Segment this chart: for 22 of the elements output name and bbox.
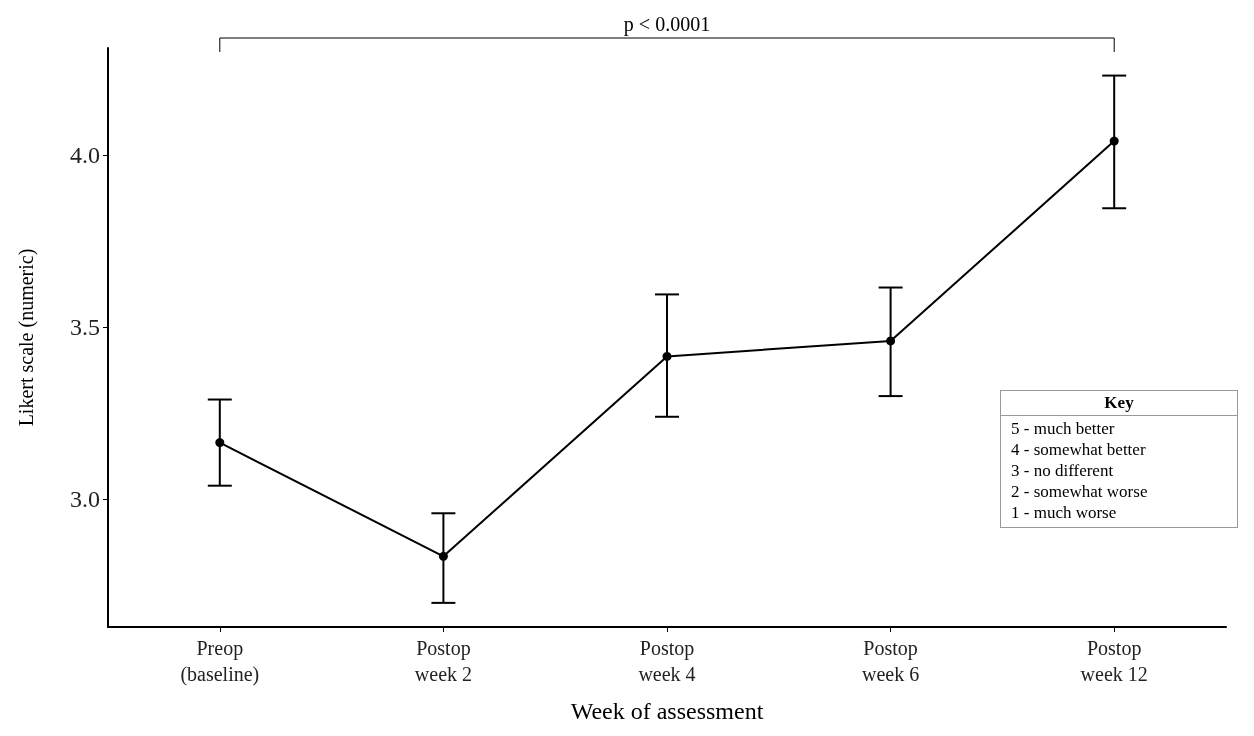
- y-tick-label: 4.0: [70, 141, 100, 168]
- annotation: 5 - much better: [1011, 418, 1116, 439]
- point: [1109, 136, 1119, 146]
- x-tick-label: Postop week 4: [638, 637, 696, 685]
- y-axis-title: Likert scale (numeric): [15, 248, 38, 427]
- x-tick-label: Postop week 2: [414, 637, 472, 685]
- y-tick-label: 3.5: [70, 314, 100, 341]
- annotation: 1 - much worse: [1011, 502, 1118, 523]
- point: [662, 351, 672, 361]
- point: [438, 551, 448, 561]
- annotation: Key: [1001, 391, 1237, 416]
- annotation: 3 - no different: [1011, 460, 1115, 481]
- x-axis-title: Week of assessment: [570, 698, 764, 724]
- point: [886, 336, 896, 346]
- annotation: 2 - somewhat worse: [1011, 481, 1149, 502]
- x-tick-label: Preop (baseline): [180, 637, 260, 686]
- annotation: 4 - somewhat better: [1011, 439, 1147, 460]
- y-tick-label: 3.0: [70, 486, 100, 513]
- text: p < 0.0001: [623, 13, 711, 36]
- x-tick-label: Postop week 6: [862, 637, 920, 685]
- point: [215, 438, 225, 448]
- x-tick-label: Postop week 12: [1080, 637, 1148, 685]
